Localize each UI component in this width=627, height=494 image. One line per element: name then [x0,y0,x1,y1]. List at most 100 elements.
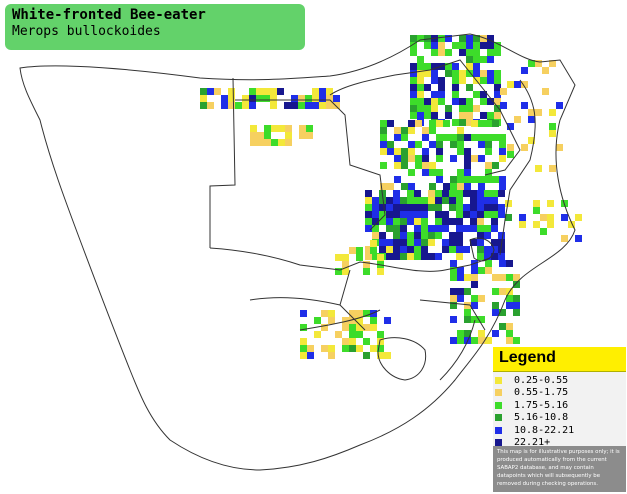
distribution-cell [422,148,429,155]
distribution-cell [542,67,549,74]
distribution-cell [471,134,478,141]
distribution-cell [407,197,414,204]
distribution-cell [410,42,417,49]
distribution-cell [540,228,547,235]
distribution-cell [478,316,485,323]
distribution-cell [421,218,428,225]
distribution-cell [480,98,487,105]
distribution-cell [328,345,335,352]
distribution-cell [285,125,292,132]
legend-swatch [495,376,502,384]
distribution-cell [443,120,450,127]
distribution-cell [414,197,421,204]
distribution-cell [492,288,499,295]
distribution-cell [319,102,326,109]
distribution-cell [464,155,471,162]
distribution-cell [484,225,491,232]
distribution-cell [401,148,408,155]
legend-item: 10.8-22.21 [495,424,626,437]
distribution-cell [407,218,414,225]
distribution-cell [442,218,449,225]
distribution-cell [435,197,442,204]
distribution-cell [380,183,387,190]
distribution-cell [250,132,257,139]
distribution-cell [431,63,438,70]
distribution-cell [459,70,466,77]
distribution-cell [342,324,349,331]
distribution-cell [417,91,424,98]
distribution-cell [407,204,414,211]
distribution-cell [349,338,356,345]
distribution-cell [379,246,386,253]
botswana-border [235,99,386,231]
distribution-cell [459,105,466,112]
legend-swatch [495,426,502,434]
distribution-cell [445,105,452,112]
distribution-cell [478,330,485,337]
distribution-cell [306,132,313,139]
distribution-cell [372,218,379,225]
distribution-cell [499,323,506,330]
distribution-cell [421,246,428,253]
distribution-cell [449,239,456,246]
distribution-cell [480,77,487,84]
distribution-cell [380,162,387,169]
distribution-cell [473,56,480,63]
distribution-cell [401,127,408,134]
distribution-cell [372,253,379,260]
eswatini-border [469,237,495,262]
legend-item: 22.21+ [495,437,626,450]
distribution-cell [401,183,408,190]
distribution-cell [407,211,414,218]
distribution-cell [408,183,415,190]
distribution-cell [328,317,335,324]
distribution-cell [436,134,443,141]
distribution-cell [450,337,457,344]
distribution-cell [349,317,356,324]
distribution-cell [300,338,307,345]
distribution-cell [408,148,415,155]
distribution-cell [431,98,438,105]
distribution-cell [507,123,514,130]
distribution-cell [463,204,470,211]
distribution-cell [438,49,445,56]
distribution-cell [449,218,456,225]
distribution-cell [422,127,429,134]
distribution-cell [471,176,478,183]
distribution-cell [414,218,421,225]
distribution-cell [278,139,285,146]
distribution-cell [487,42,494,49]
distribution-cell [417,84,424,91]
distribution-cell [535,165,542,172]
distribution-cell [478,155,485,162]
distribution-cell [393,211,400,218]
distribution-cell [487,98,494,105]
distribution-cell [342,338,349,345]
species-title-box: White-fronted Bee-eater Merops bullockoi… [5,4,305,50]
distribution-cell [372,232,379,239]
distribution-cell [436,155,443,162]
province-borders [249,269,486,381]
distribution-cell [342,261,349,268]
distribution-cell [477,204,484,211]
distribution-cell [410,112,417,119]
distribution-cell [480,56,487,63]
distribution-cell [407,232,414,239]
distribution-cell [424,63,431,70]
distribution-cell [450,316,457,323]
distribution-cell [484,246,491,253]
distribution-cell [449,232,456,239]
distribution-cell [477,218,484,225]
distribution-cell [492,274,499,281]
distribution-cell [393,204,400,211]
distribution-cell [307,352,314,359]
distribution-cell [466,84,473,91]
distribution-cell [547,214,554,221]
distribution-cell [422,134,429,141]
distribution-cell [300,310,307,317]
distribution-cell [400,204,407,211]
distribution-cell [435,218,442,225]
distribution-cell [485,337,492,344]
distribution-cell [500,102,507,109]
distribution-cell [431,105,438,112]
